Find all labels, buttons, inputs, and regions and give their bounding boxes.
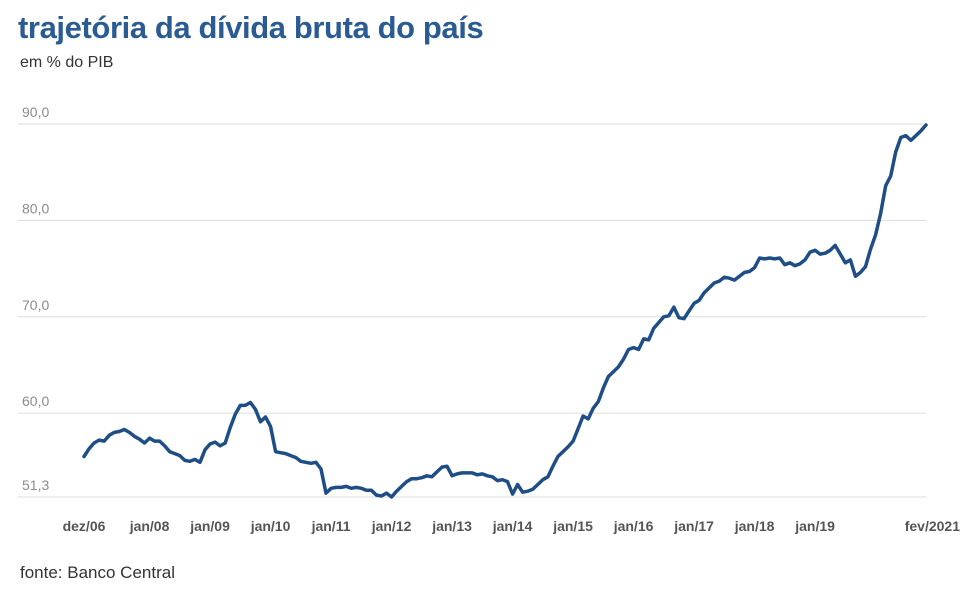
x-tick-label: jan/15 xyxy=(552,518,593,534)
x-tick-label: jan/18 xyxy=(734,518,775,534)
y-tick-label: 60,0 xyxy=(22,393,49,409)
y-tick-label: 80,0 xyxy=(22,200,49,216)
chart-title: trajetória da dívida bruta do país xyxy=(18,10,484,45)
x-tick-label: fev/2021 xyxy=(905,518,960,534)
x-tick-label: jan/19 xyxy=(794,518,835,534)
y-tick-label: 90,0 xyxy=(22,104,49,120)
x-tick-label: dez/06 xyxy=(63,518,106,534)
series-line xyxy=(82,123,928,499)
x-tick-label: jan/16 xyxy=(613,518,654,534)
y-tick-label: 70,0 xyxy=(22,297,49,313)
y-axis-ticks: 51,3 60,0 70,0 80,0 90,0 xyxy=(22,104,49,493)
x-tick-label: jan/11 xyxy=(311,518,351,534)
series-layer xyxy=(82,123,928,499)
x-tick-label: jan/08 xyxy=(129,518,170,534)
chart-subtitle: em % do PIB xyxy=(20,54,114,71)
x-tick-label: jan/14 xyxy=(492,518,533,534)
y-tick-label: 51,3 xyxy=(22,477,49,493)
x-axis-ticks: dez/06 jan/08 jan/09 jan/10 jan/11 jan/12 jan/… xyxy=(63,518,961,534)
gridlines xyxy=(18,123,926,498)
x-tick-label: jan/12 xyxy=(371,518,412,534)
x-tick-label: jan/17 xyxy=(673,518,714,534)
source-note: fonte: Banco Central xyxy=(20,563,175,582)
x-tick-label: jan/13 xyxy=(431,518,472,534)
x-tick-label: jan/09 xyxy=(189,518,230,534)
x-tick-label: jan/10 xyxy=(250,518,291,534)
